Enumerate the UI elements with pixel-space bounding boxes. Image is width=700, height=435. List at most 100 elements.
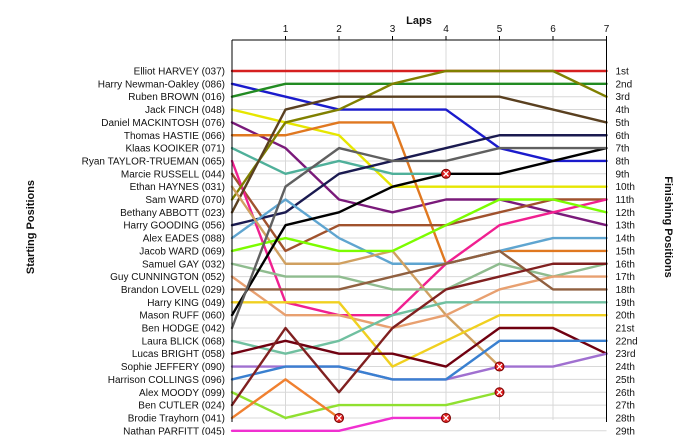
series-line xyxy=(230,69,608,201)
starting-position-label: Daniel MACKINTOSH (076) xyxy=(101,118,225,129)
series-line xyxy=(230,198,608,265)
chart-title: Laps xyxy=(406,15,432,27)
retired-cross xyxy=(443,170,449,177)
series-line xyxy=(230,262,608,291)
finishing-position-label: 19th xyxy=(616,298,635,309)
finishing-position-label: 28th xyxy=(616,413,635,424)
series-line xyxy=(230,108,608,188)
series-line xyxy=(230,82,608,98)
retired-cross xyxy=(336,414,342,421)
series-line xyxy=(230,185,501,368)
starting-position-label: Ben HODGE (042) xyxy=(142,324,225,335)
series-line xyxy=(230,82,608,163)
finishing-position-label: 8th xyxy=(616,156,630,167)
finishing-position-label: 9th xyxy=(616,169,630,180)
lap-tick-label: 6 xyxy=(550,24,556,35)
starting-position-label: Jacob WARD (069) xyxy=(139,246,225,257)
starting-position-label: Guy CUNNINGTON (052) xyxy=(110,272,225,283)
series-line xyxy=(230,416,448,432)
lap-tick-label: 1 xyxy=(283,24,289,35)
series-line xyxy=(230,339,608,381)
retired-marker xyxy=(441,412,451,423)
starting-position-label: Nathan PARFITT (045) xyxy=(123,426,225,435)
starting-position-label: Mason RUFF (060) xyxy=(139,311,225,322)
finishing-position-label: 24th xyxy=(616,362,635,373)
lap-tick-label: 7 xyxy=(604,24,610,35)
starting-position-label: Laura BLICK (068) xyxy=(142,336,225,347)
series-line xyxy=(230,275,608,330)
finishing-position-label: 13th xyxy=(616,221,635,232)
position-lines xyxy=(230,69,608,432)
lap-tick-label: 5 xyxy=(497,24,503,35)
finishing-position-label: 7th xyxy=(616,144,630,155)
finishing-position-label: 25th xyxy=(616,375,635,386)
finishing-position-label: 22nd xyxy=(616,336,638,347)
starting-position-label: Ethan HAYNES (031) xyxy=(130,182,225,193)
starting-position-label: Ruben BROWN (016) xyxy=(128,92,225,103)
series-line xyxy=(230,95,608,214)
retired-cross xyxy=(443,414,449,421)
finishing-position-label: 29th xyxy=(616,426,635,435)
starting-position-label: Alex EADES (088) xyxy=(143,234,225,245)
series-line xyxy=(230,249,608,291)
finishing-position-label: 20th xyxy=(616,311,635,322)
finishing-position-label: 12th xyxy=(616,208,635,219)
series-line xyxy=(230,146,608,330)
axes xyxy=(231,36,607,422)
gridlines xyxy=(232,40,607,432)
finishing-position-label: 21st xyxy=(616,324,635,335)
starting-position-label: Lucas BRIGHT (058) xyxy=(132,349,225,360)
finishing-position-label: 5th xyxy=(616,118,630,129)
finishing-position-label: 15th xyxy=(616,246,635,257)
lap-tick-label: 4 xyxy=(443,24,449,35)
starting-position-label: Harrison COLLINGS (096) xyxy=(108,375,225,386)
lap-tick-label: 3 xyxy=(390,24,396,35)
lap-tick-label: 2 xyxy=(336,24,342,35)
series-line xyxy=(230,121,608,227)
starting-position-label: Jack FINCH (048) xyxy=(145,105,225,116)
starting-position-label: Ryan TAYLOR-TRUEMAN (065) xyxy=(82,156,225,167)
finishing-position-label: 11th xyxy=(616,195,635,206)
series-line xyxy=(230,198,608,253)
starting-position-label: Ben CUTLER (024) xyxy=(138,401,225,412)
axis-labels: 1 2 3 4 5 6 7 Elliot HARVEY (037)Harry Newman-O… xyxy=(82,24,638,435)
starting-position-label: Klaas KOOIKER (071) xyxy=(126,144,225,155)
retired-marker xyxy=(494,387,505,398)
starting-position-label: Bethany ABBOTT (023) xyxy=(120,208,225,219)
finishing-position-label: 4th xyxy=(616,105,630,116)
series-line xyxy=(230,301,608,368)
finishing-position-label: 17th xyxy=(616,272,635,283)
retired-marker xyxy=(494,361,505,372)
finishing-position-label: 14th xyxy=(616,234,635,245)
series-line xyxy=(230,262,608,407)
finishing-position-label: 1st xyxy=(616,67,630,78)
finishing-position-label: 3rd xyxy=(616,92,630,103)
right-axis-title: Finishing Positions xyxy=(662,176,674,277)
retirement-markers xyxy=(334,168,505,423)
series-line xyxy=(230,391,501,420)
starting-position-label: Brodie Trayhorn (041) xyxy=(128,413,225,424)
starting-position-label: Thomas HASTIE (066) xyxy=(124,131,225,142)
retired-cross xyxy=(496,363,503,370)
series-line xyxy=(230,172,608,253)
series-line xyxy=(230,121,608,265)
starting-position-label: Marcie RUSSELL (044) xyxy=(121,169,225,180)
finishing-position-label: 6th xyxy=(616,131,630,142)
series-line xyxy=(230,146,608,317)
starting-position-label: Brandon LOVELL (029) xyxy=(121,285,225,296)
starting-position-label: Alex MOODY (099) xyxy=(139,388,225,399)
series-line xyxy=(230,146,448,176)
starting-position-label: Sophie JEFFERY (090) xyxy=(121,362,225,373)
starting-position-label: Sam WARD (070) xyxy=(145,195,225,206)
series-line xyxy=(230,326,608,368)
retired-marker xyxy=(334,412,344,423)
finishing-position-label: 27th xyxy=(616,401,635,412)
finishing-position-label: 16th xyxy=(616,259,635,270)
finishing-position-label: 2nd xyxy=(616,79,633,90)
starting-position-label: Elliot HARVEY (037) xyxy=(134,67,225,78)
finishing-position-label: 23rd xyxy=(616,349,636,360)
starting-position-label: Harry GOODING (056) xyxy=(123,221,225,232)
finishing-position-label: 10th xyxy=(616,182,635,193)
retired-cross xyxy=(496,389,503,396)
